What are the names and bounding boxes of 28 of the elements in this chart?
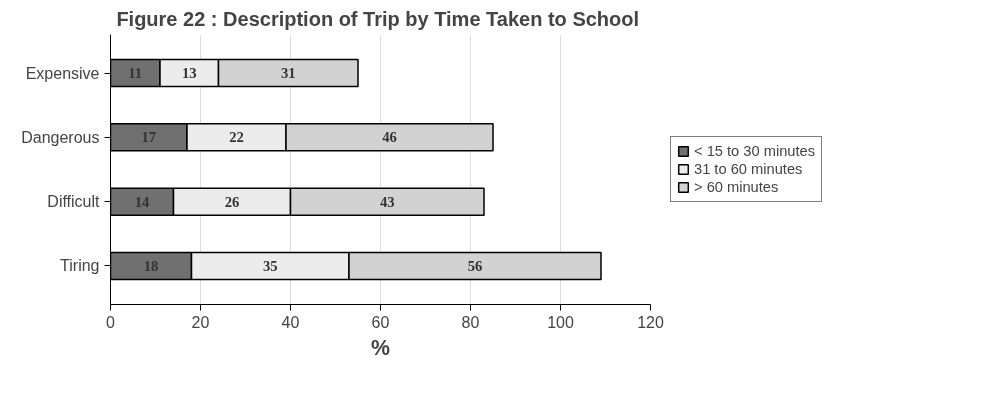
x-tick-label: 40 (281, 313, 300, 331)
y-tick-label: Difficult (47, 193, 101, 211)
data-label: 46 (382, 129, 397, 146)
x-tick-label: 60 (371, 313, 390, 331)
y-tick-label: Tiring (60, 257, 100, 275)
data-label: 18 (143, 257, 159, 274)
y-tick-label: Dangerous (21, 128, 100, 146)
y-tick-label: Expensive (25, 64, 100, 82)
data-label: 26 (224, 193, 240, 210)
data-label: 11 (128, 65, 143, 82)
data-label: 13 (181, 65, 197, 82)
x-tick-label: 120 (637, 313, 664, 331)
data-label: 43 (379, 193, 395, 210)
legend-label: > 60 minutes (694, 179, 779, 195)
x-axis-title: % (371, 335, 391, 360)
data-label: 31 (280, 65, 296, 82)
data-label: 22 (229, 129, 244, 146)
data-label: 17 (141, 129, 157, 146)
legend-label: 31 to 60 minutes (694, 161, 803, 177)
legend-label: < 15 to 30 minutes (694, 143, 815, 159)
x-tick-label: 0 (106, 313, 116, 331)
x-tick-label: 80 (461, 313, 480, 331)
data-label: 56 (467, 257, 483, 274)
x-tick-label: 20 (191, 313, 210, 331)
x-tick-label: 100 (547, 313, 574, 331)
data-label: 35 (262, 257, 278, 274)
data-label: 14 (134, 193, 150, 210)
chart-title: Figure 22 : Description of Trip by Time Taken to School (116, 7, 640, 30)
